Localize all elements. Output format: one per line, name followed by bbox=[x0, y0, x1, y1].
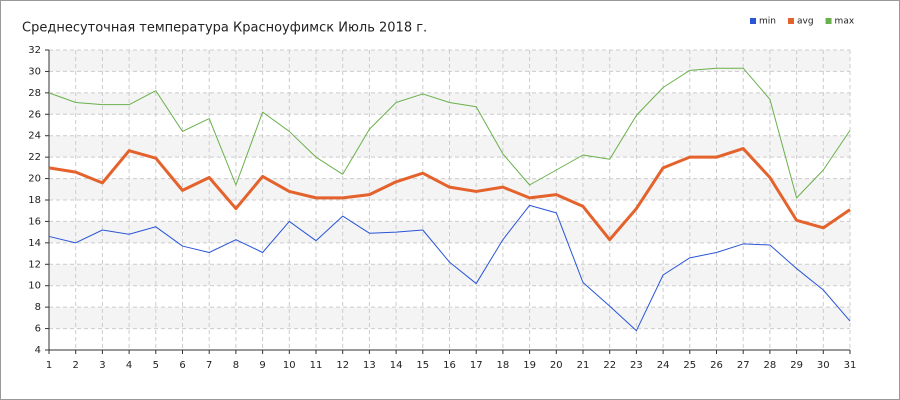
x-tick-label: 14 bbox=[390, 360, 403, 371]
plot-band bbox=[49, 178, 850, 200]
y-tick-label: 28 bbox=[28, 88, 41, 99]
x-tick-label: 29 bbox=[790, 360, 803, 371]
plot-band bbox=[49, 135, 850, 158]
chart-title: Среднесуточная температура Красноуфимск … bbox=[22, 21, 427, 36]
y-tick-label: 10 bbox=[28, 281, 41, 292]
x-tick-label: 18 bbox=[497, 360, 510, 371]
x-tick-label: 22 bbox=[603, 360, 616, 371]
y-tick-label: 26 bbox=[28, 109, 41, 120]
x-tick-label: 28 bbox=[764, 360, 777, 371]
x-tick-label: 7 bbox=[206, 360, 212, 371]
x-tick-label: 16 bbox=[443, 360, 456, 371]
x-tick-label: 4 bbox=[126, 360, 132, 371]
legend-label: avg bbox=[797, 17, 814, 27]
legend-swatch bbox=[825, 18, 832, 24]
y-tick-label: 14 bbox=[28, 238, 41, 249]
y-tick-label: 30 bbox=[28, 66, 41, 77]
x-tick-label: 26 bbox=[710, 360, 723, 371]
x-tick-label: 5 bbox=[153, 360, 159, 371]
legend: min avg max bbox=[750, 17, 855, 27]
x-tick-label: 10 bbox=[283, 360, 296, 371]
series-line bbox=[48, 147, 851, 242]
y-tick-label: 8 bbox=[35, 302, 41, 313]
legend-label: max bbox=[835, 17, 855, 27]
x-tick-label: 23 bbox=[630, 360, 643, 371]
x-tick-label: 15 bbox=[416, 360, 429, 371]
y-tick-label: 6 bbox=[35, 324, 41, 335]
x-tick-label: 19 bbox=[523, 360, 536, 371]
legend-label: min bbox=[759, 17, 776, 27]
y-tick-label: 20 bbox=[28, 174, 41, 185]
y-tick-label: 22 bbox=[28, 152, 41, 163]
x-tick-label: 9 bbox=[259, 360, 265, 371]
series-line bbox=[48, 204, 851, 332]
y-tick-label: 16 bbox=[28, 216, 41, 227]
x-tick-label: 13 bbox=[363, 360, 376, 371]
y-tick-label: 24 bbox=[28, 131, 41, 142]
y-tick-label: 4 bbox=[35, 345, 41, 356]
x-tick-label: 30 bbox=[817, 360, 830, 371]
x-tick-label: 24 bbox=[657, 360, 670, 371]
y-tick-label: 32 bbox=[28, 45, 41, 56]
x-tick-label: 11 bbox=[310, 360, 323, 371]
x-tick-label: 12 bbox=[336, 360, 349, 371]
x-tick-label: 2 bbox=[73, 360, 79, 371]
legend-swatch bbox=[750, 18, 756, 24]
x-tick-label: 6 bbox=[179, 360, 185, 371]
x-tick-label: 17 bbox=[470, 360, 483, 371]
x-tick-label: 20 bbox=[550, 360, 563, 371]
x-tick-label: 8 bbox=[233, 360, 239, 371]
x-tick-label: 21 bbox=[577, 360, 590, 371]
x-tick-label: 27 bbox=[737, 360, 750, 371]
series-line bbox=[48, 67, 851, 199]
x-tick-label: 1 bbox=[46, 360, 52, 371]
plot-band bbox=[49, 92, 850, 115]
x-tick-label: 31 bbox=[844, 360, 857, 371]
legend-swatch bbox=[787, 18, 794, 24]
y-tick-label: 12 bbox=[28, 259, 41, 270]
y-tick-label: 18 bbox=[28, 195, 41, 206]
x-tick-label: 3 bbox=[99, 360, 105, 371]
x-tick-label: 25 bbox=[683, 360, 696, 371]
